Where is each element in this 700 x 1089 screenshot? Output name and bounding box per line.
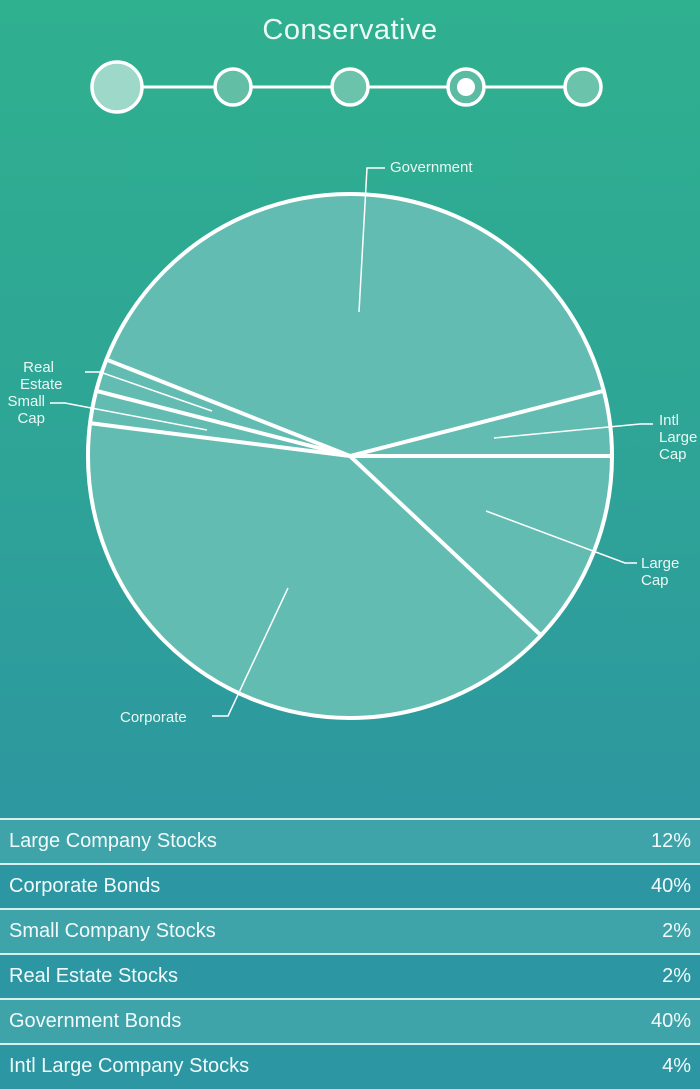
allocation-row[interactable]: Corporate Bonds 40% — [0, 863, 700, 908]
allocation-percent: 40% — [650, 1010, 691, 1032]
allocation-name: Intl Large Company Stocks — [9, 1055, 250, 1077]
allocation-pie-chart: Government Real Estate Small Cap Intl La… — [0, 140, 700, 760]
allocation-row[interactable]: Real Estate Stocks 2% — [0, 953, 700, 998]
step-2-button[interactable] — [213, 67, 253, 107]
leader-line — [493, 423, 653, 439]
step-5-button[interactable] — [563, 67, 603, 107]
pie-slice-government — [106, 193, 604, 456]
risk-level-stepper[interactable] — [0, 58, 700, 118]
allocation-name: Government Bonds — [9, 1010, 182, 1032]
allocation-row[interactable]: Government Bonds 40% — [0, 998, 700, 1043]
pie-label-corporate: Corporate — [120, 709, 187, 726]
slice-divider — [349, 388, 605, 458]
pie-label-large-cap: Large Cap — [641, 555, 680, 589]
allocation-row[interactable]: Small Company Stocks 2% — [0, 908, 700, 953]
allocation-percent: 12% — [650, 830, 691, 852]
slice-divider — [89, 421, 351, 458]
slice-divider — [95, 388, 351, 458]
slice-divider — [348, 454, 543, 637]
allocation-percent: 40% — [650, 875, 691, 897]
slice-divider — [105, 357, 351, 458]
allocation-name: Corporate Bonds — [9, 875, 161, 897]
selected-indicator-icon — [457, 78, 475, 96]
step-1-button[interactable] — [90, 60, 144, 114]
allocation-percent: 2% — [662, 920, 691, 942]
pie-label-government: Government — [390, 159, 473, 176]
step-3-button[interactable] — [330, 67, 370, 107]
leader-line — [485, 510, 637, 564]
pie-slice-large-cap — [350, 456, 612, 636]
allocation-name: Large Company Stocks — [9, 830, 217, 852]
allocation-name: Small Company Stocks — [9, 920, 216, 942]
pie-outline — [86, 192, 614, 720]
leader-line — [358, 167, 385, 313]
allocation-row[interactable]: Large Company Stocks 12% — [0, 818, 700, 863]
step-4-button[interactable] — [446, 67, 486, 107]
page-title: Conservative — [262, 14, 438, 46]
allocation-list: Large Company Stocks 12% Corporate Bonds… — [0, 818, 700, 1088]
leader-line — [212, 587, 289, 717]
allocation-name: Real Estate Stocks — [9, 965, 178, 987]
pie-label-small-cap: Small Cap — [7, 393, 45, 427]
leader-line — [85, 371, 213, 412]
allocation-row[interactable]: Intl Large Company Stocks 4% — [0, 1043, 700, 1088]
allocation-percent: 4% — [662, 1055, 691, 1077]
pie-label-intl-large-cap: Intl Large Cap — [659, 412, 698, 463]
pie-label-real-estate: Real Estate — [20, 359, 63, 393]
leader-line — [50, 402, 208, 431]
pie-slice-corporate — [88, 423, 541, 718]
allocation-percent: 2% — [662, 965, 691, 987]
